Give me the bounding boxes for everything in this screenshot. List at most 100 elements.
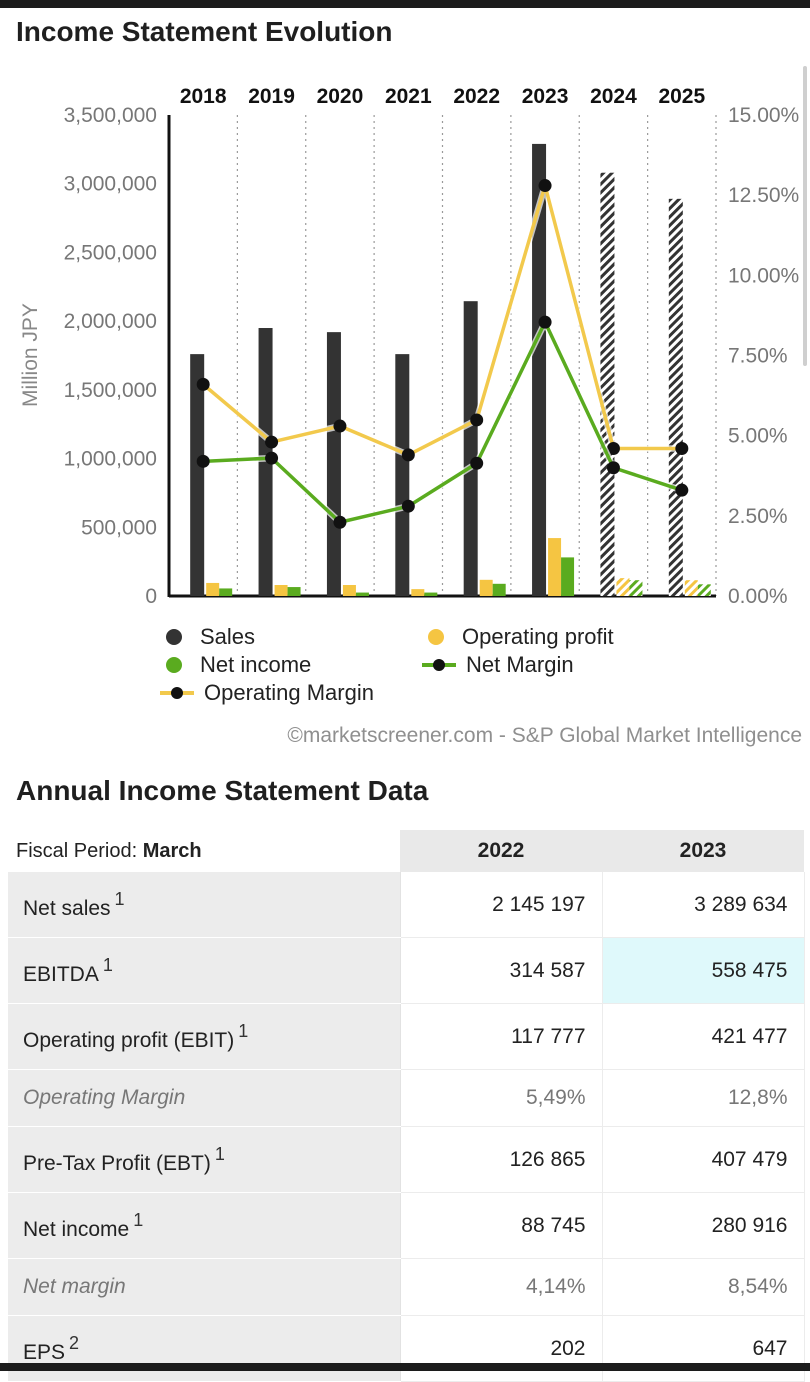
cell-value: 280 916 — [602, 1192, 805, 1259]
legend-item-operating-profit[interactable]: Operating profit — [422, 624, 614, 650]
operating-margin-line-point — [675, 441, 689, 455]
cell-value: 421 477 — [602, 1003, 805, 1070]
fiscal-period-value: March — [142, 839, 202, 862]
y-axis-title: Million JPY — [19, 303, 42, 407]
footnote-marker[interactable]: 1 — [238, 1020, 249, 1041]
table-row: Operating profit (EBIT) 1 117 777 421 477 — [8, 1003, 805, 1070]
operating-margin-line-point — [265, 435, 279, 449]
y2-tick-label: 0.00% — [728, 585, 788, 608]
legend-operating-margin-label: Operating Margin — [204, 680, 374, 705]
net-margin-line-point — [401, 499, 415, 513]
cell-value: 126 865 — [400, 1126, 603, 1193]
net-income-bar — [561, 557, 575, 596]
cell-value: 117 777 — [400, 1003, 603, 1070]
y-tick-label: 2,000,000 — [64, 310, 157, 333]
legend-net-margin-label: Net Margin — [466, 652, 574, 677]
y-tick-label: 1,500,000 — [64, 379, 157, 402]
operating-profit-bar — [684, 580, 698, 596]
legend-item-net-income[interactable]: Net income — [160, 652, 311, 678]
net-margin-line-point — [606, 461, 620, 475]
cell-value: 3 289 634 — [602, 872, 805, 938]
y-tick-label: 2,500,000 — [64, 241, 157, 264]
category-label: 2020 — [317, 85, 364, 108]
table-row: Operating Margin 5,49% 12,8% — [8, 1069, 805, 1127]
legend-sales-label: Sales — [200, 624, 256, 649]
operating-margin-line-point — [196, 377, 210, 391]
y-tick-label: 3,500,000 — [64, 104, 157, 127]
chart-legend: Sales Operating profit Net income Net Ma… — [160, 624, 680, 714]
column-header-2022[interactable]: 2022 — [400, 830, 602, 872]
cell-value: 314 587 — [400, 937, 603, 1004]
operating-profit-bar — [206, 582, 220, 596]
operating-margin-line — [202, 183, 682, 457]
fiscal-period-label: Fiscal Period: — [16, 839, 143, 862]
top-edge-bar — [0, 0, 810, 8]
y-tick-label: 1,000,000 — [64, 448, 157, 471]
legend-operating-profit-dot-icon — [428, 629, 444, 645]
cell-value: 2 145 197 — [400, 872, 603, 938]
y2-tick-label: 12.50% — [728, 184, 799, 207]
row-label-text: Operating Margin — [23, 1086, 186, 1109]
legend-operating-margin-line-icon — [160, 685, 194, 701]
row-label: EPS 2 — [8, 1315, 401, 1382]
cell-value: 202 — [400, 1315, 603, 1382]
sales-bar — [326, 332, 341, 596]
operating-margin-line-point — [470, 413, 484, 427]
net-income-bar — [219, 588, 233, 596]
category-label: 2018 — [180, 85, 227, 108]
cell-value: 5,49% — [400, 1069, 603, 1127]
sales-bar — [190, 354, 205, 596]
net-margin-line-point — [538, 315, 552, 329]
category-label: 2023 — [522, 85, 569, 108]
legend-net-income-dot-icon — [166, 657, 182, 673]
bottom-edge-bar — [0, 1363, 810, 1371]
net-margin-line-point — [470, 456, 484, 470]
sales-bar — [395, 354, 410, 596]
row-label-text: Net margin — [23, 1275, 126, 1298]
legend-item-sales[interactable]: Sales — [160, 624, 255, 650]
net-margin-line — [203, 320, 683, 524]
row-label: Net sales 1 — [8, 872, 401, 938]
cell-value-highlighted: 558 475 — [602, 937, 805, 1004]
table-header-row: Fiscal Period: March 2022 2023 — [8, 830, 804, 872]
income-statement-chart: 0 500,000 1,000,000 1,500,000 2,000,000 2,500… — [19, 85, 799, 608]
operating-margin-line-point — [401, 448, 415, 462]
footnote-marker[interactable]: 1 — [102, 954, 113, 975]
y-tick-label: 3,000,000 — [64, 173, 157, 196]
column-header-2023[interactable]: 2023 — [602, 830, 804, 872]
net-income-bar — [629, 580, 643, 596]
row-label: Operating Margin — [8, 1069, 401, 1127]
footnote-marker[interactable]: 1 — [214, 1143, 225, 1164]
fiscal-period: Fiscal Period: March — [8, 830, 400, 872]
table-row: Net sales 1 2 145 197 3 289 634 — [8, 872, 805, 938]
net-margin-line-point — [333, 515, 347, 529]
operating-profit-bar — [411, 589, 425, 596]
chart-credit[interactable]: ©marketscreener.com - S&P Global Market … — [287, 724, 802, 747]
category-label: 2021 — [385, 85, 432, 108]
cell-value: 407 479 — [602, 1126, 805, 1193]
operating-profit-bar — [616, 578, 630, 596]
footnote-marker[interactable]: 1 — [114, 888, 125, 909]
legend-item-operating-margin[interactable]: Operating Margin — [160, 680, 374, 706]
row-label-text: Operating profit (EBIT) — [23, 1028, 235, 1052]
income-statement-table: Fiscal Period: March 2022 2023 Net sales… — [8, 830, 805, 1382]
operating-profit-bar — [274, 585, 288, 596]
net-margin-line-point — [265, 451, 279, 465]
legend-item-net-margin[interactable]: Net Margin — [422, 652, 574, 678]
footnote-marker[interactable]: 1 — [133, 1209, 144, 1230]
table-title: Annual Income Statement Data — [16, 775, 429, 806]
cell-value: 4,14% — [400, 1258, 603, 1316]
legend-net-margin-line-icon — [422, 657, 456, 673]
y2-tick-label: 5.00% — [728, 425, 788, 448]
table-row: Net income 1 88 745 280 916 — [8, 1192, 805, 1259]
operating-profit-bar — [548, 538, 562, 596]
row-label-text: Net income — [23, 1217, 130, 1241]
y2-tick-label: 7.50% — [728, 345, 788, 368]
scrollbar-thumb[interactable] — [803, 66, 807, 366]
footnote-marker[interactable]: 2 — [69, 1332, 80, 1353]
net-income-bar — [697, 584, 711, 596]
row-label: Net margin — [8, 1258, 401, 1316]
operating-profit-bar — [342, 585, 356, 596]
sales-bar — [532, 143, 547, 596]
row-label: Operating profit (EBIT) 1 — [8, 1003, 401, 1070]
